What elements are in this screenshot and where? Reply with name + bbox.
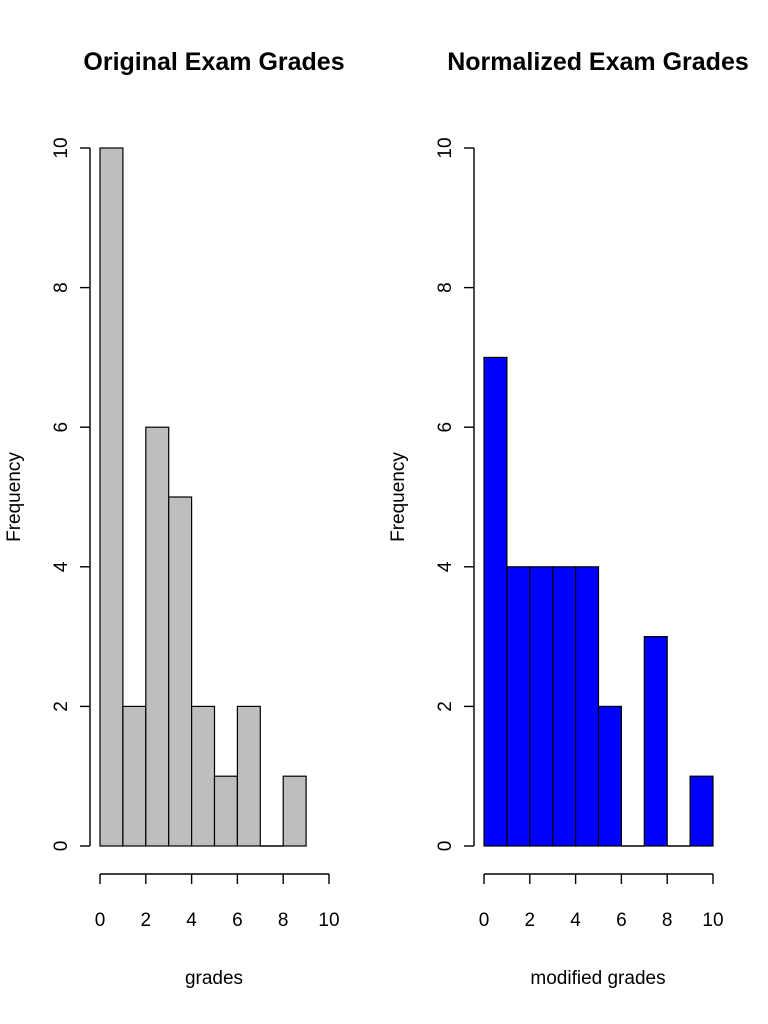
bars-group	[99, 147, 307, 847]
histogram-bar	[643, 635, 668, 847]
x-tick-label: 8	[662, 910, 673, 931]
y-tick-label: 10	[435, 137, 456, 158]
x-tick-label: 0	[95, 910, 106, 931]
histogram-bar	[168, 496, 193, 847]
x-tick-label: 10	[318, 910, 339, 931]
bars-group	[483, 356, 714, 847]
histogram-bar	[689, 775, 714, 847]
y-tick-label: 2	[51, 701, 72, 712]
histogram-bar	[506, 566, 531, 847]
chart-title: Original Exam Grades	[83, 48, 344, 76]
y-axis: 0 2 4 6 8 10	[435, 137, 475, 852]
histogram-bar	[236, 705, 261, 847]
x-tick-label: 6	[616, 910, 627, 931]
y-tick-label: 8	[51, 282, 72, 293]
histogram-bar	[574, 566, 600, 847]
x-tick-label: 2	[525, 910, 536, 931]
x-tick-label: 8	[278, 910, 289, 931]
x-tick-label: 6	[232, 910, 243, 931]
histogram-bar	[213, 775, 238, 847]
histogram-bar	[597, 705, 622, 847]
x-axis-title: modified grades	[530, 968, 665, 989]
y-axis-title: Frequency	[388, 452, 409, 542]
x-tick-label: 2	[141, 910, 152, 931]
y-axis-title: Frequency	[4, 452, 25, 542]
y-tick-label: 6	[435, 422, 456, 433]
histogram-bar	[145, 426, 170, 847]
y-tick-label: 0	[435, 841, 456, 852]
histogram-bar	[552, 566, 577, 847]
x-axis-title: grades	[185, 968, 243, 989]
chart-title: Normalized Exam Grades	[447, 48, 749, 76]
y-tick-label: 4	[435, 561, 456, 572]
x-tick-label: 10	[702, 910, 723, 931]
histogram-bar	[282, 775, 307, 847]
panel-normalized-grades: Normalized Exam Grades 0 2 4 6 8 10 0 2 4 6 8 10 m…	[388, 48, 749, 989]
x-tick-label: 0	[479, 910, 490, 931]
x-tick-label: 4	[186, 910, 197, 931]
histogram-bar	[191, 705, 216, 847]
y-tick-label: 10	[51, 137, 72, 158]
y-axis: 0 2 4 6 8 10	[51, 137, 91, 852]
x-axis: 0 2 4 6 8 10	[479, 873, 724, 931]
panel-original-grades: Original Exam Grades 0 2 4 6 8 10 0 2 4 6 8 10 gra…	[4, 48, 345, 989]
histogram-bar	[122, 705, 147, 847]
y-tick-label: 6	[51, 422, 72, 433]
y-tick-label: 4	[51, 561, 72, 572]
histogram-bar	[483, 356, 508, 847]
y-tick-label: 0	[51, 841, 72, 852]
x-tick-label: 4	[570, 910, 581, 931]
histogram-bar	[529, 566, 554, 847]
y-tick-label: 8	[435, 282, 456, 293]
y-tick-label: 2	[435, 701, 456, 712]
x-axis: 0 2 4 6 8 10	[95, 873, 340, 931]
histogram-bar	[99, 147, 124, 847]
